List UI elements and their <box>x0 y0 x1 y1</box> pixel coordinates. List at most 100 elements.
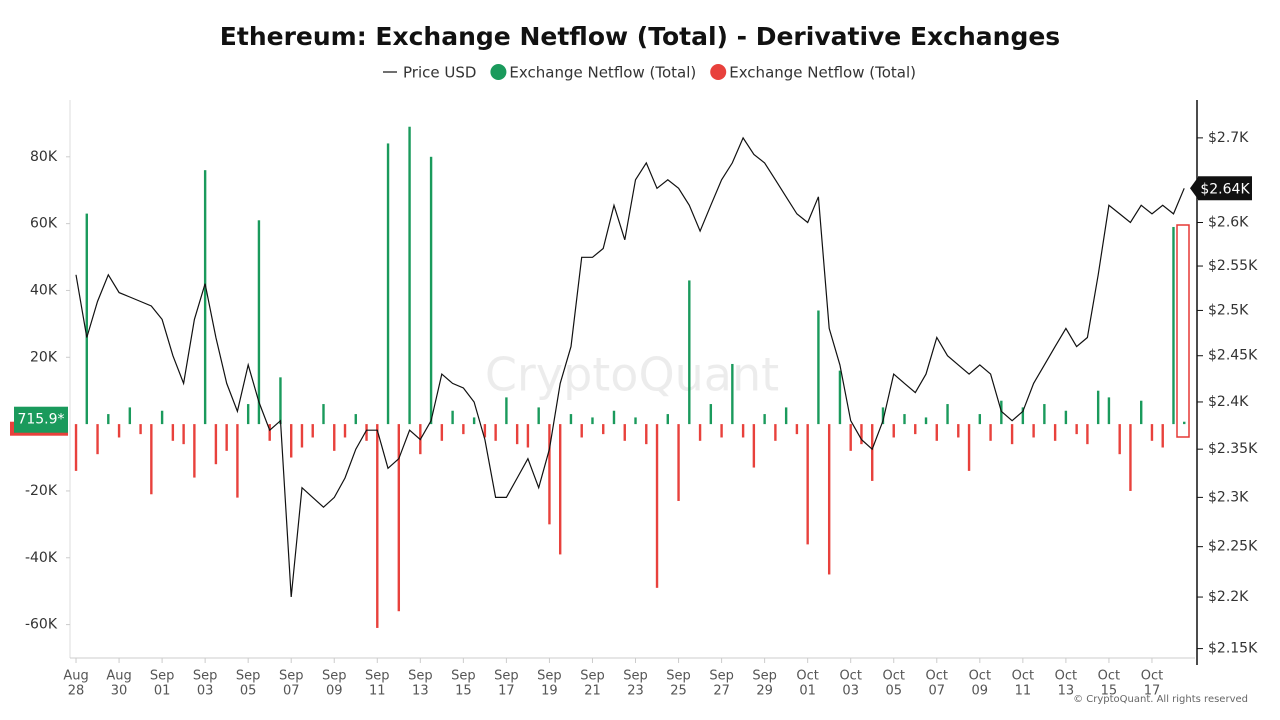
netflow-bar <box>978 414 982 425</box>
x-tick-label: Oct <box>1141 669 1163 684</box>
netflow-bar <box>214 424 218 465</box>
x-tick-label: 01 <box>154 684 171 699</box>
y2-tick-label: $2.3K <box>1208 489 1249 505</box>
y2-tick-label: $2.15K <box>1208 641 1258 657</box>
netflow-bar <box>354 414 357 425</box>
netflow-bar <box>698 424 702 441</box>
y-tick-label: 20K <box>30 349 58 365</box>
y2-tick-label: $2.55K <box>1208 258 1258 274</box>
x-tick-label: 07 <box>929 684 946 699</box>
y2-tick-label: $2.25K <box>1208 539 1258 555</box>
x-tick-label: Sep <box>623 669 648 684</box>
legend: Price USD Exchange Netflow (Total) Exchang… <box>383 64 916 82</box>
x-tick-label: 05 <box>240 684 257 699</box>
x-tick-label: Sep <box>322 669 347 684</box>
netflow-bar <box>774 424 777 441</box>
last-netflow-label: 715.9* <box>17 412 64 428</box>
x-tick-label: Sep <box>365 669 390 684</box>
x-tick-label: Oct <box>1055 669 1077 684</box>
netflow-bar <box>935 424 938 441</box>
netflow-bar <box>946 404 949 425</box>
netflow-bar <box>612 410 616 425</box>
x-tick-label: 21 <box>584 684 601 699</box>
netflow-bar <box>1043 404 1046 425</box>
netflow-bar <box>117 424 121 438</box>
netflow-bar <box>537 407 540 425</box>
netflow-bar <box>720 424 723 438</box>
x-tick-label: 13 <box>1058 684 1075 699</box>
netflow-bar <box>903 414 906 425</box>
netflow-bar <box>731 363 734 425</box>
netflow-bar <box>602 424 605 435</box>
netflow-bar <box>1075 424 1078 435</box>
y-tick-label: 80K <box>30 149 58 165</box>
x-tick-label: Aug <box>63 669 88 684</box>
y-tick-label: 60K <box>30 216 58 232</box>
netflow-bar <box>623 424 626 441</box>
x-tick-label: 28 <box>68 684 85 699</box>
netflow-bar <box>784 407 788 425</box>
x-tick-label: 03 <box>842 684 859 699</box>
netflow-bar <box>1107 397 1111 425</box>
y2-tick-label: $2.7K <box>1208 130 1249 146</box>
x-tick-label: 27 <box>713 684 730 699</box>
netflow-bar <box>462 424 465 435</box>
netflow-bar <box>483 424 487 438</box>
netflow-bar <box>74 424 78 471</box>
netflow-bar <box>322 404 325 425</box>
y2-tick-label: $2.45K <box>1208 348 1258 364</box>
netflow-bar <box>386 143 390 425</box>
netflow-bar <box>257 220 261 425</box>
netflow-bar <box>1183 421 1186 425</box>
netflow-bar <box>741 424 745 438</box>
x-tick-label: Oct <box>1012 669 1034 684</box>
x-tick-label: Sep <box>752 669 777 684</box>
netflow-bar <box>429 156 433 425</box>
netflow-bar <box>526 424 530 448</box>
x-tick-label: 17 <box>498 684 515 699</box>
chart-title: Ethereum: Exchange Netflow (Total) - Der… <box>220 22 1060 51</box>
netflow-bar <box>871 424 874 481</box>
x-tick-label: Oct <box>969 669 991 684</box>
last-price-pointer <box>1190 177 1198 200</box>
x-tick-label: Oct <box>882 669 904 684</box>
x-tick-label: Oct <box>1098 669 1120 684</box>
netflow-bar <box>1032 424 1035 438</box>
netflow-bar <box>107 414 110 425</box>
netflow-bar <box>290 424 293 458</box>
x-tick-label: 09 <box>972 684 989 699</box>
netflow-bar <box>569 414 573 425</box>
x-tick-label: Aug <box>106 669 131 684</box>
netflow-bar <box>246 404 250 425</box>
x-tick-label: Sep <box>666 669 691 684</box>
netflow-bar <box>957 424 960 438</box>
x-tick-label: 15 <box>455 684 472 699</box>
netflow-bar <box>343 424 347 438</box>
netflow-bar <box>365 424 368 441</box>
x-tick-label: 19 <box>541 684 558 699</box>
netflow-bar <box>817 310 820 425</box>
netflow-bar <box>1129 424 1132 491</box>
footer: © CryptoQuant. All rights reserved <box>1073 694 1248 705</box>
netflow-bar <box>827 424 831 575</box>
x-tick-label: 25 <box>670 684 687 699</box>
netflow-bar <box>236 424 239 498</box>
legend-marker <box>710 64 727 80</box>
x-tick-label: 13 <box>412 684 429 699</box>
netflow-bar <box>558 424 562 555</box>
netflow-bar <box>838 370 842 425</box>
netflow-bar <box>408 126 411 425</box>
netflow-bar <box>203 170 207 425</box>
netflow-bar <box>225 424 228 451</box>
last-price-badge <box>1198 176 1252 201</box>
x-tick-label: Sep <box>279 669 304 684</box>
x-tick-label: 01 <box>799 684 816 699</box>
x-tick-label: Sep <box>494 669 519 684</box>
x-tick-label: Oct <box>796 669 818 684</box>
netflow-bar <box>688 280 691 425</box>
last-netflow-badge <box>14 406 68 433</box>
x-tick-label: 11 <box>369 684 386 699</box>
x-tick-label: 07 <box>283 684 300 699</box>
y2-tick-label: $2.35K <box>1208 441 1258 457</box>
